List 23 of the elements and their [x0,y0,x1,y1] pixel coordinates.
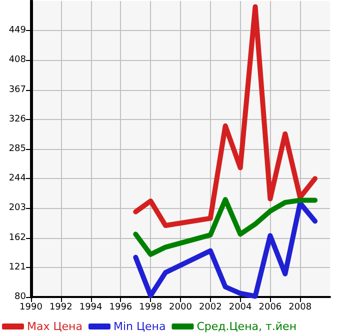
x-tick-label: 2000 [169,302,192,312]
x-tick-label: 1998 [139,302,162,312]
x-tick-label: 1994 [79,302,103,312]
legend-label: Max Цена [27,320,82,333]
legend-label: Сред.Цена, т.йен [196,320,297,333]
x-tick-label: 2004 [228,302,252,312]
y-tick-label: 285 [8,144,26,154]
x-tick-label: 2008 [288,302,312,312]
y-tick-label: 367 [8,84,26,95]
x-tick-label: 1992 [49,302,72,312]
x-tick-label: 1996 [109,302,132,312]
x-tick-label: 2002 [198,302,222,312]
y-tick-label: 121 [8,262,26,272]
y-tick-label: 244 [8,174,26,184]
y-tick-label: 80 [14,292,26,302]
x-tick-label: 1990 [20,302,43,312]
legend-label: Min Цена [113,320,166,333]
y-tick-label: 449 [8,26,26,36]
y-tick-label: 326 [8,114,26,124]
y-tick-label: 203 [8,203,26,214]
y-tick-label: 408 [8,55,26,66]
x-tick-label: 2006 [258,302,282,312]
y-tick-label: 162 [8,232,26,243]
